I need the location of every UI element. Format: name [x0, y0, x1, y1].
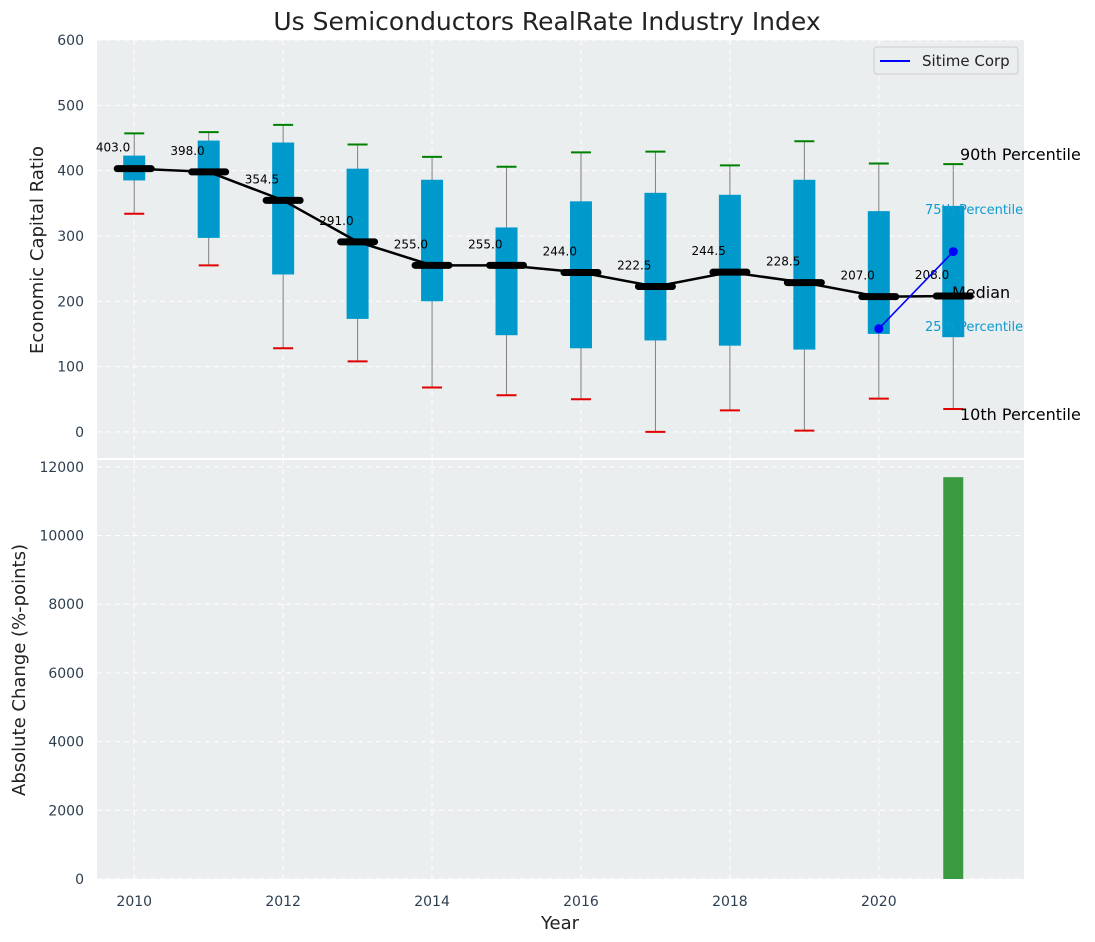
- series-point-sitime-2020: [874, 324, 884, 334]
- bottom-x-ticks: 2010 2012 2014 2016 2018 2020: [116, 894, 896, 910]
- legend-label-sitime: Sitime Corp: [922, 52, 1010, 70]
- bottom-plot-background: [97, 460, 1024, 879]
- box-2017: [644, 192, 667, 341]
- median-label-2021: 208.0: [915, 268, 949, 282]
- chart-title: Us Semiconductors RealRate Industry Inde…: [273, 7, 820, 36]
- bar-group: [943, 477, 964, 879]
- x-tick-label: 2014: [414, 894, 450, 910]
- top-y-tick-label: 200: [57, 294, 84, 310]
- box-2020: [867, 211, 890, 334]
- top-y-tick-label: 0: [75, 425, 84, 441]
- x-tick-label: 2020: [861, 894, 897, 910]
- top-y-tick-label: 400: [57, 164, 84, 180]
- x-axis-label: Year: [540, 913, 580, 934]
- bottom-y-tick-label: 2000: [48, 803, 84, 819]
- median-label-2010: 403.0: [96, 141, 130, 155]
- bottom-y-tick-label: 10000: [39, 529, 84, 545]
- median-label-2018: 244.5: [692, 244, 726, 258]
- percentile-annotations: 90th Percentile 75th Percentile Median 2…: [925, 145, 1081, 424]
- median-label-2012: 354.5: [245, 172, 279, 186]
- bottom-y-axis-label: Absolute Change (%-points): [9, 544, 30, 796]
- x-tick-label: 2010: [116, 894, 152, 910]
- top-panel: 0 100 200 300 400 500 600 403.0 398.0 354.5 291.0…: [27, 33, 1081, 458]
- box-2012: [272, 142, 295, 275]
- top-y-tick-label: 600: [57, 33, 84, 49]
- series-line-sitime: [878, 251, 954, 330]
- bottom-y-ticks: 0 2000 4000 6000 8000 10000 12000: [39, 460, 84, 888]
- annotation-median: Median: [952, 283, 1010, 302]
- bottom-y-tick-label: 4000: [48, 735, 84, 751]
- legend-box: [873, 46, 1019, 75]
- top-y-tick-label: 100: [57, 360, 84, 376]
- median-label-2016: 244.0: [543, 245, 577, 259]
- legend: Sitime Corp: [873, 46, 1019, 75]
- bar-2021: [943, 477, 964, 879]
- bottom-y-tick-label: 12000: [39, 460, 84, 476]
- median-label-2019: 228.5: [766, 255, 800, 269]
- box-2015: [495, 227, 518, 336]
- median-label-2014: 255.0: [394, 237, 428, 251]
- annotation-p10: 10th Percentile: [960, 405, 1081, 424]
- annotation-p75: 75th Percentile: [925, 203, 1023, 218]
- x-tick-label: 2012: [265, 894, 301, 910]
- annotation-p25: 25th Percentile: [925, 320, 1023, 335]
- x-tick-label: 2018: [712, 894, 748, 910]
- top-y-tick-label: 300: [57, 229, 84, 245]
- bottom-y-tick-label: 6000: [48, 666, 84, 682]
- bottom-grid: [97, 460, 1024, 880]
- x-tick-label: 2016: [563, 894, 599, 910]
- top-y-ticks: 0 100 200 300 400 500 600: [57, 33, 84, 441]
- top-y-axis-label: Economic Capital Ratio: [27, 146, 48, 354]
- series-point-sitime-2021: [948, 247, 958, 257]
- bottom-y-tick-label: 8000: [48, 597, 84, 613]
- median-label-2020: 207.0: [840, 269, 874, 283]
- annotation-p90: 90th Percentile: [960, 145, 1081, 164]
- bottom-y-tick-label: 0: [75, 872, 84, 888]
- box-2019: [793, 179, 816, 350]
- median-label-2011: 398.0: [170, 144, 204, 158]
- bottom-panel: 0 2000 4000 6000 8000 10000 12000 2010 2012 2014…: [9, 460, 1024, 934]
- box-2021: [942, 205, 965, 338]
- box-2014: [421, 179, 444, 302]
- top-y-tick-label: 500: [57, 98, 84, 114]
- box-2011: [197, 140, 220, 238]
- median-label-2015: 255.0: [468, 237, 502, 251]
- median-label-2017: 222.5: [617, 259, 651, 273]
- box-plot-group: 403.0 398.0 354.5 291.0 255.0 255.0 244.0 222.5…: [96, 123, 974, 433]
- median-label-2013: 291.0: [319, 214, 353, 228]
